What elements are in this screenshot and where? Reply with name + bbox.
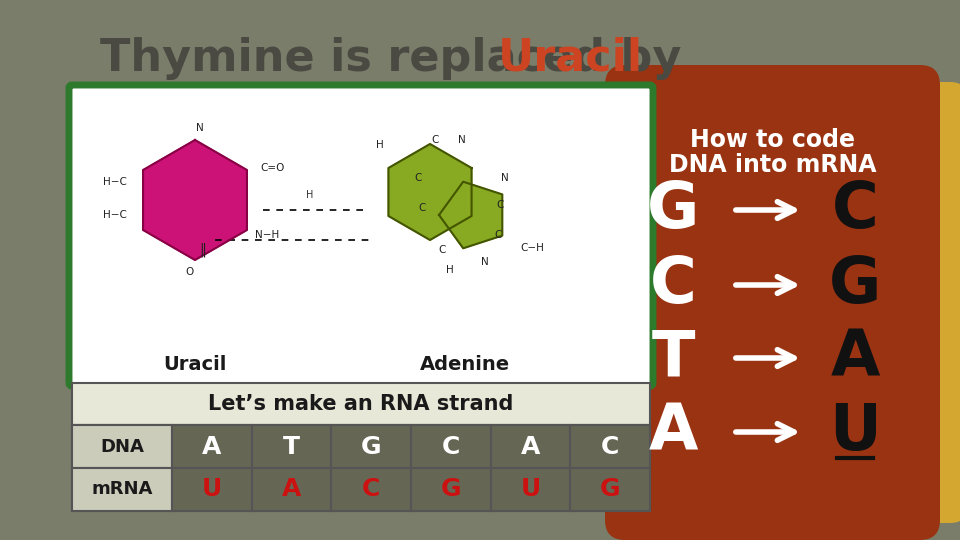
FancyBboxPatch shape xyxy=(411,468,491,511)
Text: A: A xyxy=(203,435,222,458)
Text: N: N xyxy=(458,135,466,145)
FancyBboxPatch shape xyxy=(72,468,172,511)
Text: G: G xyxy=(828,254,881,316)
Text: C: C xyxy=(494,230,502,240)
Text: C: C xyxy=(439,245,445,255)
Text: C: C xyxy=(431,135,439,145)
Text: T: T xyxy=(651,327,695,389)
Text: Adenine: Adenine xyxy=(420,355,510,375)
Text: H: H xyxy=(306,190,314,200)
Text: C−H: C−H xyxy=(520,243,544,253)
FancyBboxPatch shape xyxy=(252,425,331,468)
Text: G: G xyxy=(600,477,620,502)
Text: Uracil: Uracil xyxy=(163,355,227,375)
Text: DNA into mRNA: DNA into mRNA xyxy=(669,153,876,177)
FancyBboxPatch shape xyxy=(252,468,331,511)
Text: C: C xyxy=(601,435,619,458)
FancyBboxPatch shape xyxy=(69,85,653,386)
Text: N: N xyxy=(481,257,489,267)
Polygon shape xyxy=(143,140,247,260)
Text: A: A xyxy=(521,435,540,458)
Polygon shape xyxy=(439,182,502,248)
Text: C: C xyxy=(496,200,504,210)
Text: Thymine is replaced by: Thymine is replaced by xyxy=(100,37,697,79)
Text: Uracil: Uracil xyxy=(498,37,643,79)
Text: C: C xyxy=(419,203,425,213)
FancyBboxPatch shape xyxy=(72,425,172,468)
Text: Let’s make an RNA strand: Let’s make an RNA strand xyxy=(208,394,514,414)
Text: C: C xyxy=(831,179,878,241)
Polygon shape xyxy=(389,144,471,240)
Text: ‖: ‖ xyxy=(200,243,206,257)
FancyBboxPatch shape xyxy=(570,425,650,468)
FancyBboxPatch shape xyxy=(72,425,650,468)
FancyBboxPatch shape xyxy=(570,468,650,511)
Text: DNA: DNA xyxy=(100,437,144,456)
FancyBboxPatch shape xyxy=(605,65,940,540)
Text: N: N xyxy=(196,123,204,133)
Text: C: C xyxy=(650,254,696,316)
FancyBboxPatch shape xyxy=(411,425,491,468)
Text: A: A xyxy=(648,401,698,463)
Text: C: C xyxy=(362,477,380,502)
Text: C=O: C=O xyxy=(260,163,284,173)
Text: How to code: How to code xyxy=(690,128,855,152)
Text: G: G xyxy=(441,477,461,502)
FancyBboxPatch shape xyxy=(491,425,570,468)
Text: N−H: N−H xyxy=(255,230,279,240)
FancyBboxPatch shape xyxy=(72,468,650,511)
FancyBboxPatch shape xyxy=(172,425,252,468)
Text: U: U xyxy=(520,477,540,502)
Text: U: U xyxy=(202,477,222,502)
Text: G: G xyxy=(361,435,381,458)
Text: C: C xyxy=(442,435,460,458)
FancyBboxPatch shape xyxy=(331,468,411,511)
FancyBboxPatch shape xyxy=(172,468,252,511)
Text: H−C: H−C xyxy=(103,177,127,187)
Text: G: G xyxy=(647,179,699,241)
FancyBboxPatch shape xyxy=(331,425,411,468)
Text: U: U xyxy=(829,401,881,463)
Text: H−C: H−C xyxy=(103,210,127,220)
Text: T: T xyxy=(283,435,300,458)
Text: A: A xyxy=(830,327,879,389)
Text: O: O xyxy=(186,267,194,277)
Text: A: A xyxy=(282,477,301,502)
FancyBboxPatch shape xyxy=(491,468,570,511)
Text: H: H xyxy=(376,140,384,150)
Text: N: N xyxy=(501,173,509,183)
FancyBboxPatch shape xyxy=(72,383,650,425)
Text: C: C xyxy=(415,173,421,183)
Text: H: H xyxy=(446,265,454,275)
FancyBboxPatch shape xyxy=(662,82,960,523)
Text: mRNA: mRNA xyxy=(91,481,153,498)
